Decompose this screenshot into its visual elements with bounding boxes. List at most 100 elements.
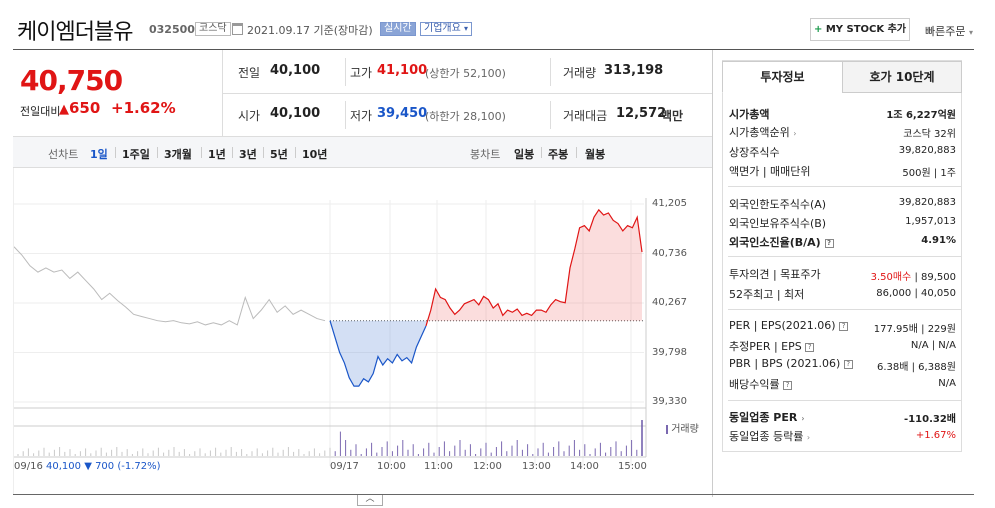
x-tick-label: 13:00 [522, 461, 551, 472]
tab-separator [157, 147, 158, 158]
help-icon[interactable]: ? [805, 342, 815, 352]
chart-left-border [13, 168, 14, 495]
tab-monthly-candle[interactable]: 월봉 [585, 148, 606, 161]
current-price: 40,750 [20, 64, 123, 97]
low-label: 저가 [350, 109, 373, 123]
invest-info-panel [722, 60, 962, 452]
amount-label: 거래대금 [563, 109, 608, 123]
help-icon[interactable]: ? [843, 359, 853, 369]
sector-rate-label[interactable]: 동일업종 등락률 › [729, 430, 811, 443]
divider [345, 101, 346, 129]
foreign-hold-value: 1,957,013 [905, 216, 956, 227]
y-tick-label: 39,330 [652, 396, 687, 407]
line-chart-label: 선차트 [48, 148, 79, 161]
x-tick-label: 09/17 [330, 461, 359, 472]
tab-separator [201, 147, 202, 158]
tab-10y[interactable]: 10년 [302, 148, 328, 161]
stock-code: 032500 [149, 23, 195, 36]
x-tick-label: 12:00 [473, 461, 502, 472]
market-badge: 코스닥 [195, 22, 231, 36]
dropdown-icon: ▾ [464, 24, 469, 33]
per-label: PER | EPS(2021.06) ? [729, 319, 849, 332]
tab-1w[interactable]: 1주일 [122, 148, 150, 161]
market-cap-rank-value: 코스닥 32위 [903, 129, 956, 140]
header-divider [13, 49, 974, 50]
x-tick-label: 15:00 [618, 461, 647, 472]
chevron-right-icon: › [801, 414, 805, 423]
tab-daily-candle[interactable]: 일봉 [514, 148, 535, 161]
candle-chart-label: 봉차트 [470, 148, 501, 161]
add-mystock-button[interactable]: + MY STOCK 추가 [810, 18, 910, 41]
divider [222, 93, 712, 94]
volume-value: 313,198 [604, 63, 664, 78]
face-value: 500원 | 1주 [902, 168, 956, 179]
price-change: ▲650 [59, 99, 101, 117]
foreign-limit-label: 외국인한도주식수(A) [729, 198, 827, 211]
lower-limit: (하한가 28,100) [425, 110, 506, 123]
pbr-label: PBR | BPS (2021.06) ? [729, 357, 853, 370]
help-icon[interactable]: ? [839, 321, 849, 331]
amount-unit: 백만 [661, 109, 684, 123]
tab-separator [115, 147, 116, 158]
shares-value: 39,820,883 [898, 145, 956, 156]
est-per-value: N/A | N/A [910, 340, 956, 351]
tab-5y[interactable]: 5년 [270, 148, 288, 161]
per-value: 177.95배 | 229원 [873, 324, 956, 335]
company-name: 케이엠더블유 [17, 20, 133, 45]
tab-invest-info[interactable]: 투자정보 [722, 61, 843, 93]
market-cap-rank-label[interactable]: 시가총액순위 › [729, 126, 797, 139]
realtime-button[interactable]: 실시간 [380, 22, 416, 36]
x-tick-label: 14:00 [570, 461, 599, 472]
help-icon[interactable]: ? [783, 380, 793, 390]
section-divider [728, 309, 961, 310]
face-value-label: 액면가 | 매매단위 [729, 165, 811, 178]
amount-value: 12,572 [616, 106, 667, 121]
chart-tab-bar [13, 136, 712, 168]
panel-divider [712, 50, 713, 497]
collapse-chevron-up-icon[interactable]: ︿ [357, 495, 383, 506]
high-label: 고가 [350, 66, 373, 80]
tab-separator [232, 147, 233, 158]
price-chart [13, 198, 647, 466]
y-tick-label: 41,205 [652, 198, 687, 209]
down-area [330, 320, 426, 387]
plus-icon: + [813, 24, 823, 35]
prev-close-label: 전일 [238, 66, 261, 80]
foreign-ratio-value: 4.91% [921, 235, 956, 246]
divider [345, 58, 346, 86]
volume-legend: 거래량 [666, 420, 699, 435]
price-change-pct: +1.62% [111, 99, 176, 117]
reference-date: 2021.09.17 기준(장마감) [247, 24, 373, 37]
tab-hoga-10[interactable]: 호가 10단계 [842, 61, 962, 93]
dividend-value: N/A [938, 378, 956, 389]
tab-weekly-candle[interactable]: 주봉 [548, 148, 569, 161]
market-cap-value: 1조 6,227억원 [886, 110, 956, 121]
dropdown-icon: ▾ [968, 28, 973, 37]
tab-3m[interactable]: 3개월 [164, 148, 192, 161]
tab-separator [295, 147, 296, 158]
tab-separator [576, 147, 577, 158]
quick-order-button[interactable]: 빠른주문 ▾ [925, 25, 973, 38]
divider [550, 58, 551, 86]
sector-per-label[interactable]: 동일업종 PER › [729, 411, 805, 424]
section-divider [728, 186, 961, 187]
help-icon[interactable]: ? [824, 238, 834, 248]
chevron-right-icon: › [806, 433, 811, 442]
tab-1y[interactable]: 1년 [208, 148, 226, 161]
x-tick-label: 10:00 [377, 461, 406, 472]
y-tick-label: 40,267 [652, 297, 687, 308]
tab-1d[interactable]: 1일 [90, 148, 108, 161]
shares-label: 상장주식수 [729, 146, 780, 159]
prev-compare-label: 전일대비 [20, 105, 61, 118]
tab-separator [541, 147, 542, 158]
opinion-label: 투자의견 | 목표주가 [729, 268, 821, 281]
prev-day-line [13, 246, 326, 326]
company-overview-button[interactable]: 기업개요 ▾ [420, 22, 473, 36]
opinion-value: 3.50매수 | 89,500 [870, 272, 956, 283]
prev-day-summary: 09/16 40,100 ▼ 700 (-1.72%) [14, 461, 161, 472]
high-value: 41,100 [377, 63, 428, 78]
section-divider [728, 400, 961, 401]
down-line [329, 320, 427, 387]
pbr-value: 6.38배 | 6,388원 [876, 362, 956, 373]
tab-3y[interactable]: 3년 [239, 148, 257, 161]
